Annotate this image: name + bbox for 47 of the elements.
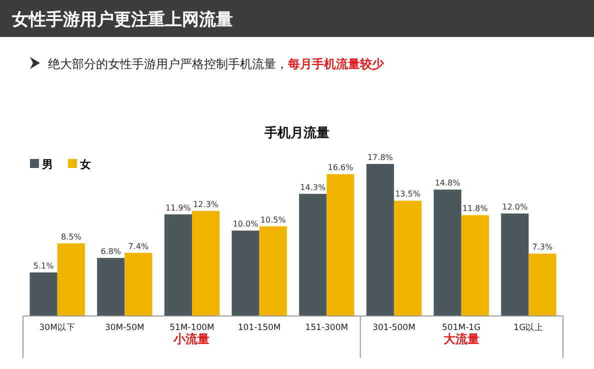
x-axis-title: 手机月流量 <box>264 125 330 141</box>
bar <box>57 243 85 316</box>
bar <box>232 230 260 316</box>
legend-label: 男 <box>41 158 53 171</box>
bar <box>434 190 462 316</box>
data-label: 5.1% <box>33 261 54 270</box>
bar <box>326 174 354 316</box>
data-label: 10.0% <box>232 220 259 229</box>
text: 大流量 <box>444 332 480 346</box>
x-tick-label: 30M-50M <box>104 323 144 333</box>
text: 小流量 <box>172 332 210 346</box>
data-label: 11.8% <box>462 204 488 214</box>
data-label: 7.3% <box>532 242 554 252</box>
x-tick-label: 30M以下 <box>39 322 76 333</box>
x-tick-label: 501M-1G <box>442 323 481 333</box>
bar <box>501 213 529 316</box>
text: 每月手机流量较少 <box>287 57 385 71</box>
data-label: 11.9% <box>165 203 192 212</box>
bar <box>461 215 489 316</box>
bar <box>299 194 327 316</box>
bar <box>124 252 152 316</box>
chart-title: 女性手游用户更注重上网流量 <box>11 10 233 30</box>
data-label: 16.6% <box>328 163 354 172</box>
data-label: 12.3% <box>193 200 219 209</box>
bar <box>259 226 287 316</box>
x-tick-label: 151-300M <box>305 323 348 333</box>
x-tick-label: 301-500M <box>372 323 416 333</box>
data-label: 14.3% <box>300 182 326 192</box>
bar <box>164 214 192 316</box>
x-tick-label: 1G以上 <box>514 322 544 333</box>
data-label: 17.8% <box>367 152 394 162</box>
bar <box>30 272 58 316</box>
legend-label: 女 <box>79 158 91 171</box>
data-label: 13.5% <box>395 190 421 199</box>
bar <box>394 200 422 316</box>
bar <box>192 210 220 316</box>
bar <box>528 254 556 316</box>
data-label: 7.4% <box>128 242 150 251</box>
x-tick-label: 51M-100M <box>170 323 214 333</box>
data-label: 12.0% <box>502 202 528 212</box>
data-label: 14.8% <box>434 178 461 188</box>
data-label: 8.5% <box>60 232 82 242</box>
data-label: 10.5% <box>260 215 286 224</box>
x-tick-label: 101-150M <box>238 323 281 333</box>
bar <box>366 164 394 316</box>
bar <box>97 258 125 316</box>
data-label: 6.8% <box>100 246 122 256</box>
